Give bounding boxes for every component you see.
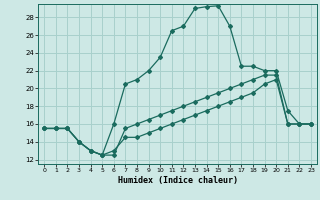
- X-axis label: Humidex (Indice chaleur): Humidex (Indice chaleur): [118, 176, 238, 185]
